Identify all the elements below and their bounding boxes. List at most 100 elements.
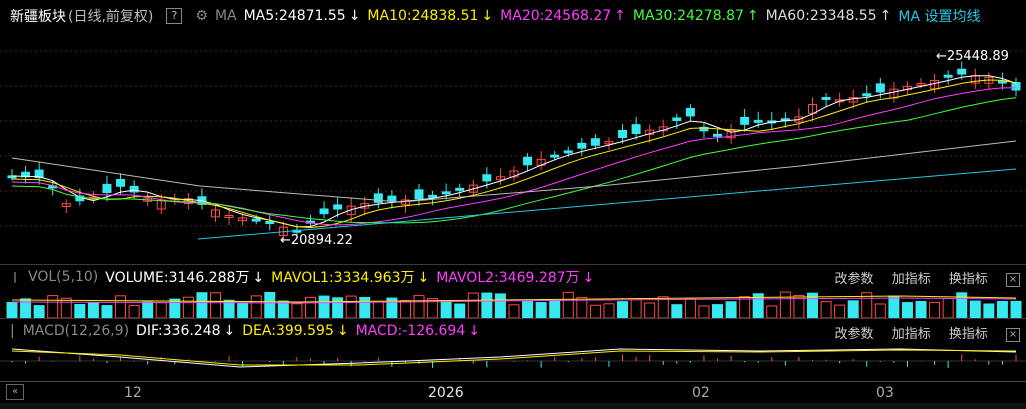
candle	[523, 156, 533, 166]
ma5-line	[11, 75, 1017, 228]
vol-edit-params-button[interactable]: 改参数	[834, 272, 874, 287]
vol-header: | VOL(5,10) VOLUME:3146.288万 ↓ MAVOL1:333…	[10, 265, 601, 289]
mavol2-line	[11, 297, 1017, 304]
volume-bar	[332, 297, 344, 318]
volume-bar	[47, 295, 59, 318]
ma-settings-link[interactable]: MA 设置均线	[898, 9, 981, 25]
candle	[333, 204, 343, 210]
candle	[916, 83, 926, 87]
volume-bar	[929, 301, 941, 318]
gear-icon[interactable]: ⚙	[195, 8, 208, 24]
volume-bar	[440, 300, 452, 318]
volume-bar	[657, 296, 669, 318]
volume-bar	[182, 296, 194, 318]
volume-bar	[834, 304, 846, 318]
volume-bar	[684, 298, 696, 318]
volume-bar	[467, 292, 479, 318]
ma30-value: MA30:24278.87 ↑	[632, 8, 759, 24]
low-price-label: ←20894.22	[280, 233, 353, 248]
candle	[428, 194, 438, 198]
volume-bar	[698, 305, 710, 318]
vol-buttons: 改参数 加指标 换指标 ×	[821, 268, 1020, 287]
volume-bar	[359, 296, 371, 318]
mavol1-value: MAVOL1:3334.963万 ↓	[271, 270, 430, 286]
ma20-value: MA20:24568.27 ↑	[500, 8, 626, 24]
volume-bar	[969, 300, 981, 318]
dif-value: DIF:336.248 ↓	[136, 323, 236, 339]
candle	[482, 174, 492, 182]
candle	[414, 189, 424, 200]
volume-bar	[725, 301, 737, 318]
macd-icon: |	[10, 323, 15, 339]
candle	[319, 208, 329, 215]
candle	[495, 176, 505, 181]
trend-line	[197, 168, 1017, 240]
date-axis: 12 2026 02 03	[0, 381, 1026, 404]
macd-chart	[0, 348, 1026, 368]
vol-switch-indicator-button[interactable]: 换指标	[948, 272, 988, 287]
candlestick-chart[interactable]	[0, 26, 1026, 266]
candle	[753, 119, 763, 123]
candle	[631, 124, 641, 134]
divider	[0, 318, 1026, 319]
axis-tick: 02	[692, 385, 710, 401]
divider	[0, 264, 1026, 265]
volume-bar	[115, 295, 127, 318]
volume-bar	[508, 304, 520, 318]
volume-bar	[901, 302, 913, 318]
volume-bar	[671, 304, 683, 318]
macd-edit-params-button[interactable]: 改参数	[834, 327, 874, 342]
volume-bar	[399, 300, 411, 318]
volume-bar	[888, 295, 900, 318]
vol-name[interactable]: VOL(5,10)	[28, 269, 99, 285]
volume-bar	[494, 293, 506, 318]
volume-value: VOLUME:3146.288万 ↓	[105, 270, 265, 286]
volume-bar	[942, 298, 954, 318]
candle	[821, 97, 831, 101]
candle	[726, 129, 736, 139]
axis-tick: 12	[124, 385, 142, 401]
volume-bar	[779, 291, 791, 318]
ma10-line	[11, 79, 1017, 229]
volume-bar	[1010, 300, 1022, 318]
macd-name[interactable]: MACD(12,26,9)	[22, 323, 130, 339]
candle	[373, 193, 383, 203]
vol-close-icon[interactable]: ×	[1006, 272, 1020, 287]
candle	[387, 195, 397, 202]
macd-close-icon[interactable]: ×	[1006, 327, 1020, 342]
help-icon[interactable]: ?	[166, 8, 183, 24]
vol-add-indicator-button[interactable]: 加指标	[891, 272, 931, 287]
dea-line	[11, 349, 1017, 366]
volume-bar	[196, 292, 208, 318]
bottom-tabs-strip[interactable]	[0, 403, 1026, 409]
volume-bar	[223, 299, 235, 318]
candle	[862, 93, 872, 97]
volume-bar	[522, 300, 534, 318]
mavol2-value: MAVOL2:3469.287万 ↓	[436, 270, 595, 286]
volume-bar	[874, 303, 886, 318]
volume-bar	[264, 291, 276, 318]
vol-icon: |	[13, 270, 17, 283]
macd-add-indicator-button[interactable]: 加指标	[891, 327, 931, 342]
ma5-value: MA5:24871.55 ↓	[243, 8, 361, 24]
candle	[713, 133, 723, 137]
volume-chart	[6, 291, 1022, 318]
volume-bar	[793, 294, 805, 318]
volume-bar	[291, 303, 303, 318]
volume-bar	[101, 305, 113, 318]
sector-title: 新疆板块	[10, 9, 66, 25]
candle	[618, 129, 628, 139]
mavol1-line	[11, 295, 1017, 303]
macd-switch-indicator-button[interactable]: 换指标	[948, 327, 988, 342]
ma20-line	[11, 87, 1017, 226]
candle	[441, 191, 451, 195]
volume-bar	[155, 302, 167, 318]
candle	[211, 209, 221, 218]
volume-bar	[142, 301, 154, 318]
ma-toggle[interactable]: MA	[214, 8, 237, 24]
scroll-left-button[interactable]: «	[6, 384, 24, 400]
volume-bar	[128, 305, 140, 318]
candle	[34, 169, 44, 179]
candle	[590, 138, 600, 146]
candle	[672, 117, 682, 121]
